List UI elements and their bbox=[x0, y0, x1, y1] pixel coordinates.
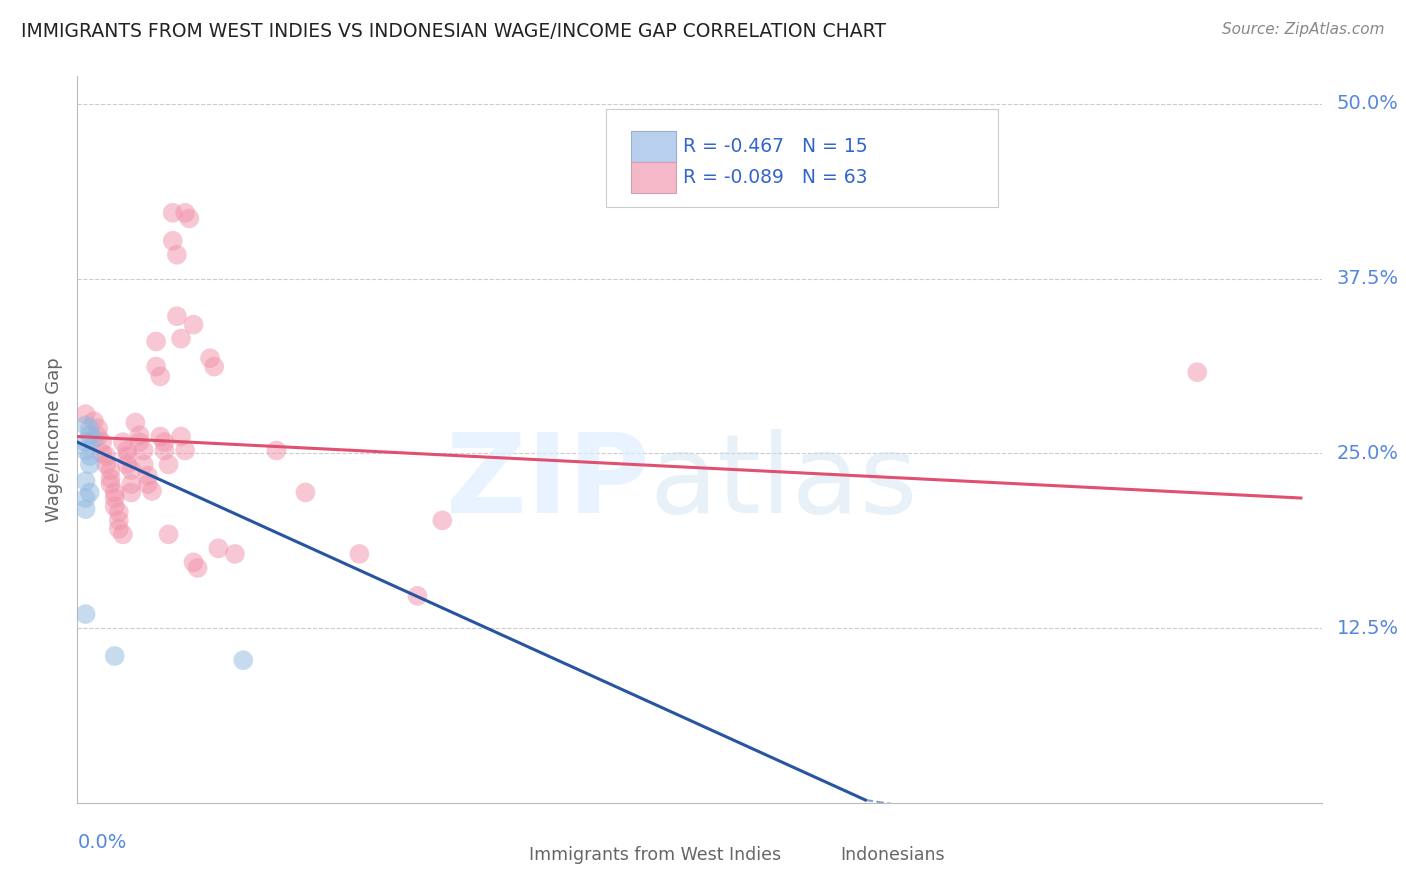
Point bbox=[79, 428, 101, 442]
Point bbox=[406, 589, 429, 603]
Point bbox=[183, 555, 205, 569]
Point bbox=[100, 471, 122, 485]
Point bbox=[170, 429, 193, 443]
Point bbox=[100, 477, 122, 491]
Text: Source: ZipAtlas.com: Source: ZipAtlas.com bbox=[1222, 22, 1385, 37]
Point bbox=[136, 468, 159, 483]
Point bbox=[198, 351, 221, 366]
Text: 37.5%: 37.5% bbox=[1337, 269, 1399, 288]
Point bbox=[100, 463, 122, 477]
FancyBboxPatch shape bbox=[479, 842, 522, 868]
Point bbox=[87, 429, 110, 443]
Text: 0.0%: 0.0% bbox=[77, 833, 127, 853]
Point bbox=[96, 449, 118, 463]
Point bbox=[115, 458, 138, 472]
Point bbox=[120, 477, 142, 491]
Point bbox=[153, 443, 176, 458]
Point bbox=[104, 485, 127, 500]
Point bbox=[207, 541, 229, 556]
Point bbox=[153, 435, 176, 450]
Point bbox=[96, 458, 118, 472]
Point bbox=[83, 414, 105, 428]
Y-axis label: Wage/Income Gap: Wage/Income Gap bbox=[45, 357, 63, 522]
Point bbox=[224, 547, 246, 561]
Point bbox=[170, 332, 193, 346]
Text: atlas: atlas bbox=[650, 429, 918, 536]
Point bbox=[128, 428, 150, 442]
Point bbox=[75, 502, 97, 516]
Point bbox=[432, 513, 454, 527]
Point bbox=[183, 318, 205, 332]
Point bbox=[157, 527, 180, 541]
Text: IMMIGRANTS FROM WEST INDIES VS INDONESIAN WAGE/INCOME GAP CORRELATION CHART: IMMIGRANTS FROM WEST INDIES VS INDONESIA… bbox=[21, 22, 886, 41]
Point bbox=[174, 206, 197, 220]
Point bbox=[91, 435, 114, 450]
Point bbox=[75, 491, 97, 505]
Point bbox=[87, 421, 110, 435]
Point bbox=[166, 310, 188, 324]
FancyBboxPatch shape bbox=[631, 162, 676, 193]
Text: Immigrants from West Indies: Immigrants from West Indies bbox=[529, 847, 782, 864]
Point bbox=[104, 500, 127, 514]
Point bbox=[104, 648, 127, 663]
Point bbox=[107, 522, 129, 536]
Point bbox=[124, 416, 146, 430]
FancyBboxPatch shape bbox=[790, 842, 832, 868]
Point bbox=[75, 418, 97, 433]
Point bbox=[136, 477, 159, 491]
FancyBboxPatch shape bbox=[606, 109, 998, 207]
Point bbox=[75, 443, 97, 458]
Point bbox=[132, 458, 155, 472]
Point bbox=[1187, 365, 1209, 379]
Text: R = -0.467   N = 15: R = -0.467 N = 15 bbox=[683, 136, 868, 156]
Point bbox=[145, 334, 167, 349]
Text: R = -0.089   N = 63: R = -0.089 N = 63 bbox=[683, 168, 868, 187]
Point bbox=[120, 485, 142, 500]
Point bbox=[115, 443, 138, 458]
Point bbox=[79, 449, 101, 463]
Point bbox=[202, 359, 225, 374]
Point bbox=[187, 561, 209, 575]
Point bbox=[75, 407, 97, 421]
Point bbox=[104, 491, 127, 505]
Point bbox=[120, 463, 142, 477]
Text: 50.0%: 50.0% bbox=[1337, 95, 1399, 113]
Point bbox=[166, 248, 188, 262]
Text: 25.0%: 25.0% bbox=[1337, 444, 1399, 463]
Point bbox=[132, 443, 155, 458]
Point bbox=[145, 359, 167, 374]
Point bbox=[149, 429, 172, 443]
Point bbox=[174, 443, 197, 458]
Point bbox=[115, 449, 138, 463]
Point bbox=[91, 446, 114, 460]
FancyBboxPatch shape bbox=[631, 131, 676, 161]
Point bbox=[162, 206, 184, 220]
Point bbox=[294, 485, 316, 500]
Point bbox=[79, 421, 101, 435]
Point bbox=[141, 483, 163, 498]
Point bbox=[75, 435, 97, 450]
Text: 12.5%: 12.5% bbox=[1337, 618, 1399, 638]
Point bbox=[79, 458, 101, 472]
Point bbox=[111, 527, 134, 541]
Point bbox=[266, 443, 288, 458]
Point bbox=[111, 435, 134, 450]
Point bbox=[107, 505, 129, 519]
Point bbox=[162, 234, 184, 248]
Point bbox=[232, 653, 254, 667]
Point bbox=[157, 458, 180, 472]
Point bbox=[179, 211, 201, 226]
Point bbox=[349, 547, 371, 561]
Point bbox=[79, 485, 101, 500]
Point bbox=[75, 475, 97, 489]
Point bbox=[107, 513, 129, 527]
Point bbox=[149, 369, 172, 384]
Point bbox=[83, 432, 105, 446]
Text: Indonesians: Indonesians bbox=[841, 847, 945, 864]
Point bbox=[75, 607, 97, 621]
Point bbox=[128, 435, 150, 450]
Text: ZIP: ZIP bbox=[446, 429, 650, 536]
